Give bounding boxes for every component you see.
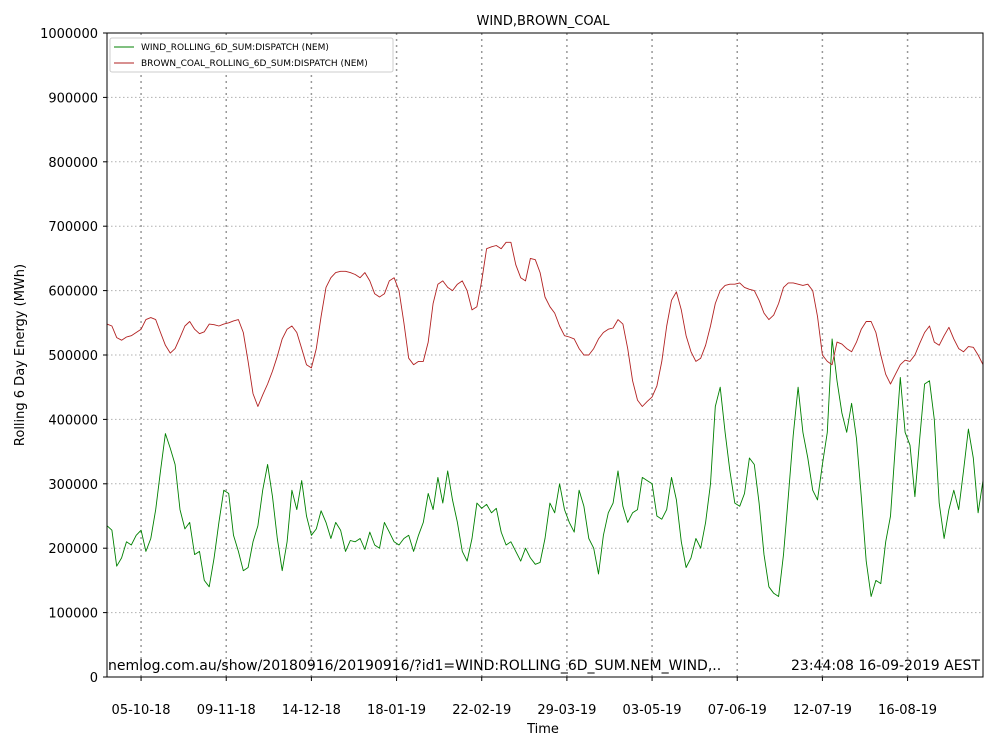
wind-series-line: [106, 338, 984, 597]
x-axis-title: Time: [526, 722, 559, 737]
x-tick-label: 16-08-19: [878, 703, 937, 718]
legend-label-brown-coal: BROWN_COAL_ROLLING_6D_SUM:DISPATCH (NEM): [141, 59, 368, 69]
y-tick-label: 700000: [48, 220, 98, 235]
timestamp-annotation: 23:44:08 16-09-2019 AEST: [791, 658, 980, 674]
chart-title: WIND,BROWN_COAL: [476, 14, 610, 29]
x-tick-label: 03-05-19: [623, 703, 682, 718]
legend-label-wind: WIND_ROLLING_6D_SUM:DISPATCH (NEM): [141, 43, 329, 53]
x-tick-label: 22-02-19: [452, 703, 511, 718]
legend: WIND_ROLLING_6D_SUM:DISPATCH (NEM) BROWN…: [109, 37, 394, 73]
y-tick-label: 1000000: [40, 27, 98, 42]
y-tick-label: 200000: [48, 542, 98, 557]
x-axis-ticks: 05-10-18 09-11-18 14-12-18 18-01-19 22-02-19…: [112, 677, 937, 718]
x-tick-label: 18-01-19: [367, 703, 426, 718]
y-axis-ticks: 0 100000 200000 300000 400000 500000 600000 700…: [40, 27, 107, 686]
legend-box: [109, 37, 394, 73]
y-tick-label: 600000: [48, 285, 98, 300]
x-tick-label: 07-06-19: [708, 703, 767, 718]
y-tick-label: 900000: [48, 91, 98, 106]
y-tick-label: 0: [90, 671, 98, 686]
x-tick-label: 12-07-19: [793, 703, 852, 718]
series-lines: [106, 241, 984, 597]
y-axis-title: Rolling 6 Day Energy (MWh): [13, 264, 28, 446]
x-tick-label: 14-12-18: [282, 703, 341, 718]
y-tick-label: 800000: [48, 156, 98, 171]
y-tick-label: 400000: [48, 413, 98, 428]
brown-coal-series-line: [106, 241, 984, 407]
source-annotation: nemlog.com.au/show/20180916/20190916/?id…: [108, 658, 721, 674]
y-tick-label: 500000: [48, 349, 98, 364]
y-tick-label: 300000: [48, 478, 98, 493]
y-tick-label: 100000: [48, 607, 98, 622]
x-tick-label: 09-11-18: [197, 703, 256, 718]
x-tick-label: 05-10-18: [112, 703, 171, 718]
x-tick-label: 29-03-19: [537, 703, 596, 718]
